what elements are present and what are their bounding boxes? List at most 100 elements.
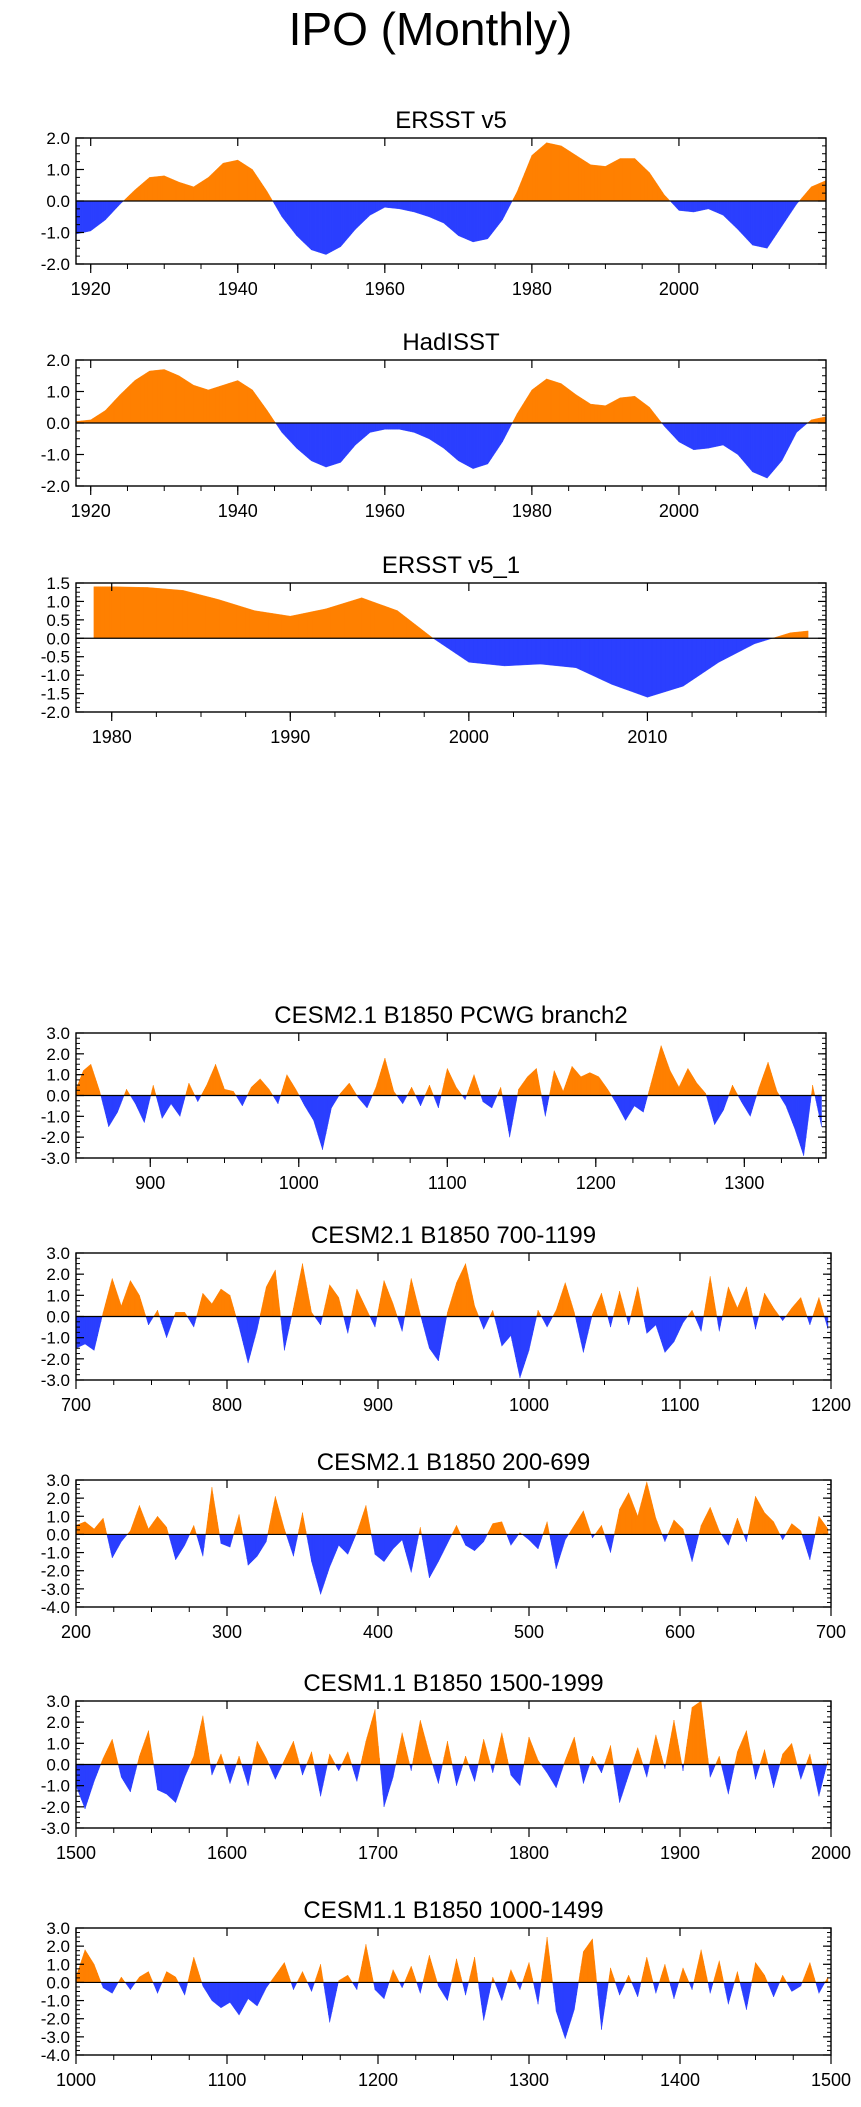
x-tick-label: 1000 [509, 1395, 549, 1415]
y-tick-label: 1.0 [46, 1286, 70, 1305]
y-tick-label: 1.0 [46, 161, 70, 180]
negative-area [100, 1095, 822, 1156]
x-tick-label: 500 [514, 1622, 544, 1642]
chart-title: CESM1.1 B1850 1000-1499 [303, 1897, 603, 1924]
x-tick-label: 400 [363, 1622, 393, 1642]
y-tick-label: 0.0 [46, 1087, 70, 1106]
x-tick-label: 1500 [56, 1843, 96, 1863]
y-tick-label: -1.0 [41, 1329, 70, 1348]
chart-title: HadISST [402, 329, 500, 356]
chart-panel-8: CESM1.1 B1850 1000-1499 -4.0-3.0-2.0-1.00… [41, 1897, 851, 2090]
y-tick-label: 1.0 [46, 592, 70, 611]
x-tick-label: 1200 [811, 1395, 851, 1415]
x-tick-label: 2010 [627, 727, 667, 747]
y-tick-label: 2.0 [46, 1937, 70, 1956]
positive-area [75, 1481, 829, 1535]
y-tick-label: 2.0 [46, 1713, 70, 1732]
x-tick-label: 1940 [218, 279, 258, 299]
x-tick-label: 1800 [509, 1843, 549, 1863]
chart-panel-7: CESM1.1 B1850 1500-1999 -3.0 -2.0 -1.0 0.0 1.… [41, 1670, 851, 1863]
chart-title: CESM1.1 B1850 1500-1999 [303, 1670, 603, 1697]
y-tick-label: 3.0 [46, 1692, 70, 1711]
y-tick-label: -4.0 [41, 2046, 70, 2065]
x-tick-label: 1960 [365, 279, 405, 299]
y-tick-label: 2.0 [46, 1489, 70, 1508]
y-tick-label: 1.0 [46, 1734, 70, 1753]
x-tick-label: 1600 [207, 1843, 247, 1863]
y-tick-label: -2.0 [41, 2010, 70, 2029]
positive-area [75, 369, 827, 424]
y-tick-label: 0.0 [46, 1308, 70, 1327]
x-tick-label: 700 [61, 1395, 91, 1415]
negative-area [75, 200, 800, 255]
x-tick-label: 700 [816, 1622, 846, 1642]
y-tick-label: 2.0 [46, 351, 70, 370]
positive-area [75, 1045, 816, 1096]
y-tick-label: -1.0 [41, 1777, 70, 1796]
x-tick-label: 2000 [449, 727, 489, 747]
x-tick-label: 1000 [279, 1173, 319, 1193]
y-tick-label: 0.0 [46, 192, 70, 211]
negative-area [75, 1764, 828, 1810]
y-tick-label: 3.0 [46, 1244, 70, 1263]
x-tick-label: 1000 [56, 2070, 96, 2090]
x-tick-label: 1940 [218, 501, 258, 521]
x-tick-label: 1100 [661, 1395, 700, 1415]
chart-panel-4: CESM2.1 B1850 PCWG branch2 -3.0 -2.0 -1.00.… [41, 1002, 827, 1193]
plot-frame [75, 1479, 832, 1608]
x-tick-label: 900 [363, 1395, 393, 1415]
y-tick-label: 1.5 [46, 574, 70, 593]
positive-area [100, 1700, 829, 1765]
y-tick-label: 0.0 [46, 414, 70, 433]
y-tick-label: -1.0 [41, 446, 70, 465]
y-tick-label: -2.0 [41, 477, 70, 496]
chart-panel-2: HadISST -2.0 -1.0 0.0 1.0 2.0 1920 1940 1960 1980… [41, 329, 827, 521]
y-tick-label: -2.0 [41, 1128, 70, 1147]
chart-panel-5: CESM2.1 B1850 700-1199 -3.0 -2.0 -1.0 0.0 1.0… [41, 1222, 851, 1415]
negative-area [275, 422, 809, 479]
x-tick-label: 900 [135, 1173, 165, 1193]
x-tick-label: 1100 [208, 2070, 247, 2090]
chart-title: CESM2.1 B1850 700-1199 [311, 1222, 596, 1249]
y-tick-label: -3.0 [41, 1371, 70, 1390]
x-tick-label: 600 [665, 1622, 695, 1642]
y-tick-label: 0.0 [46, 1973, 70, 1992]
negative-area [75, 1316, 829, 1378]
y-tick-label: 1.0 [46, 1066, 70, 1085]
y-tick-label: -2.0 [41, 703, 70, 722]
x-tick-label: 1300 [724, 1173, 764, 1193]
y-tick-label: -2.0 [41, 1562, 70, 1581]
y-tick-label: -1.0 [41, 224, 70, 243]
positive-area [75, 1937, 829, 1983]
plot-frame [75, 1927, 832, 2056]
chart-title: CESM2.1 B1850 200-699 [317, 1449, 591, 1476]
positive-area [101, 1263, 825, 1317]
y-tick-label: 3.0 [46, 1919, 70, 1938]
y-tick-label: 0.0 [46, 1756, 70, 1775]
y-tick-label: -3.0 [41, 1580, 70, 1599]
chart-panel-1: ERSST v5 -2.0 -1.0 0.0 1.0 2.0 1920 1940 1960 198… [41, 107, 827, 299]
y-tick-label: -3.0 [41, 2028, 70, 2047]
y-tick-label: -3.0 [41, 1819, 70, 1838]
chart-panel-6: CESM2.1 B1850 200-699 -4.0-3.0-2.0-1.00.0… [41, 1449, 846, 1642]
y-tick-label: -3.0 [41, 1149, 70, 1168]
x-tick-label: 1920 [71, 279, 111, 299]
x-tick-label: 1200 [358, 2070, 398, 2090]
x-tick-label: 1900 [660, 1843, 700, 1863]
chart-title: ERSST v5_1 [382, 552, 520, 579]
x-tick-label: 1980 [92, 727, 132, 747]
x-tick-label: 2000 [659, 279, 699, 299]
x-tick-label: 1100 [428, 1173, 467, 1193]
negative-area [432, 638, 773, 698]
page-title: IPO (Monthly) [288, 3, 573, 55]
x-tick-label: 1980 [512, 279, 552, 299]
positive-area [122, 142, 827, 202]
positive-area [93, 586, 809, 639]
y-tick-label: 0.0 [46, 1525, 70, 1544]
x-tick-label: 300 [212, 1622, 242, 1642]
y-tick-label: 1.0 [46, 1507, 70, 1526]
chart-title: CESM2.1 B1850 PCWG branch2 [274, 1002, 628, 1029]
y-tick-label: -2.0 [41, 255, 70, 274]
x-tick-label: 800 [212, 1395, 242, 1415]
